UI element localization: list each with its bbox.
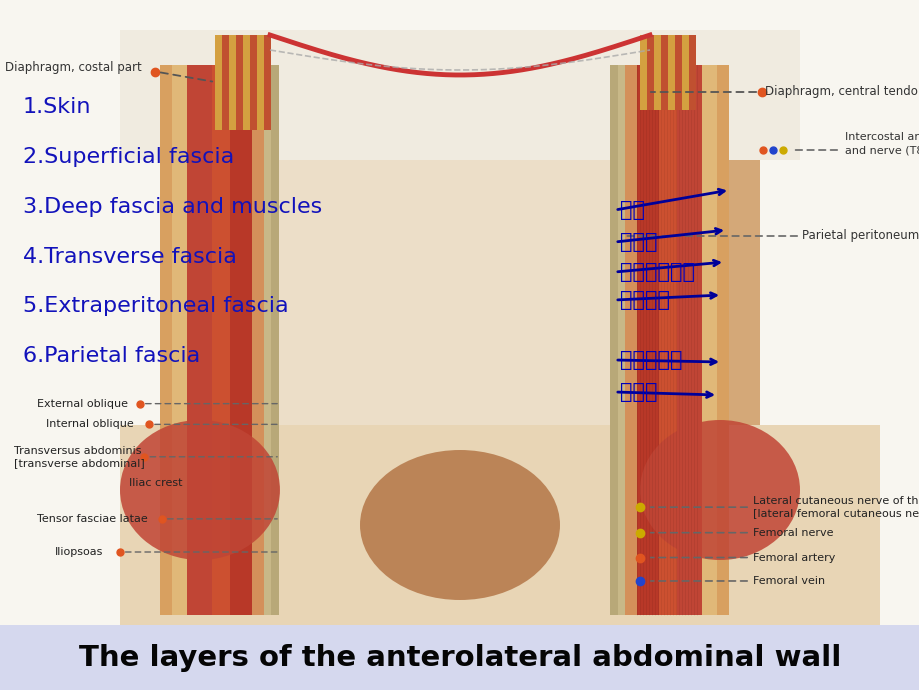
Bar bbox=[119, 425, 879, 625]
Text: 腹横筋膜: 腹横筋膜 bbox=[619, 290, 669, 310]
Text: 2.Superficial fascia: 2.Superficial fascia bbox=[23, 148, 234, 167]
Text: External oblique: External oblique bbox=[37, 399, 128, 408]
Text: Femoral nerve: Femoral nerve bbox=[752, 528, 833, 538]
Bar bbox=[618, 65, 624, 615]
Bar bbox=[660, 35, 667, 110]
Text: 壁腹膜: 壁腹膜 bbox=[619, 382, 657, 402]
Bar bbox=[221, 35, 229, 130]
Text: Femoral vein: Femoral vein bbox=[752, 576, 824, 586]
Bar bbox=[172, 65, 187, 615]
Ellipse shape bbox=[359, 450, 560, 600]
Bar bbox=[271, 65, 278, 615]
Bar bbox=[653, 35, 660, 110]
Text: 深筋膜和肌肉: 深筋膜和肌肉 bbox=[619, 262, 694, 282]
Bar bbox=[160, 65, 172, 615]
Bar bbox=[640, 35, 646, 110]
Text: Diaphragm, costal part: Diaphragm, costal part bbox=[5, 61, 142, 75]
Bar bbox=[278, 65, 609, 615]
Bar bbox=[236, 35, 243, 130]
Text: Femoral artery: Femoral artery bbox=[752, 553, 834, 562]
Text: 皮肤: 皮肤 bbox=[619, 200, 644, 220]
Bar bbox=[681, 35, 688, 110]
Ellipse shape bbox=[119, 420, 279, 560]
Text: Intercostal artery vein,
and nerve (T8): Intercostal artery vein, and nerve (T8) bbox=[844, 132, 919, 156]
Text: Parietal peritoneum: Parietal peritoneum bbox=[801, 230, 918, 242]
Text: 浅筋膜: 浅筋膜 bbox=[619, 232, 657, 252]
Text: 3.Deep fascia and muscles: 3.Deep fascia and muscles bbox=[23, 197, 322, 217]
Bar bbox=[264, 35, 271, 130]
Text: Diaphragm, central tendon: Diaphragm, central tendon bbox=[765, 86, 919, 99]
Text: Iliopsoas: Iliopsoas bbox=[55, 547, 104, 557]
Text: Tensor fasciae latae: Tensor fasciae latae bbox=[37, 514, 147, 524]
Bar bbox=[609, 65, 618, 615]
Bar bbox=[243, 35, 250, 130]
Text: Internal oblique: Internal oblique bbox=[46, 420, 133, 429]
Bar bbox=[624, 65, 636, 615]
Bar bbox=[609, 65, 759, 625]
Bar bbox=[119, 30, 800, 160]
Bar bbox=[701, 65, 716, 615]
Bar bbox=[676, 65, 701, 615]
Text: Lateral cutaneous nerve of thigh
[lateral femoral cutaneous nerve]: Lateral cutaneous nerve of thigh [latera… bbox=[752, 496, 919, 518]
Text: 4.Transverse fascia: 4.Transverse fascia bbox=[23, 247, 236, 266]
Bar bbox=[229, 35, 236, 130]
Bar bbox=[264, 65, 271, 615]
Text: Transversus abdominis
[transverse abdominal]: Transversus abdominis [transverse abdomi… bbox=[14, 446, 144, 468]
Bar bbox=[658, 65, 676, 615]
Bar bbox=[667, 35, 675, 110]
Text: 腹膜下筋膜: 腹膜下筋膜 bbox=[619, 350, 682, 370]
Bar bbox=[230, 65, 252, 615]
Bar bbox=[250, 35, 256, 130]
Bar bbox=[211, 65, 230, 615]
Text: 1.Skin: 1.Skin bbox=[23, 97, 91, 117]
Bar bbox=[252, 65, 264, 615]
Bar bbox=[688, 35, 696, 110]
Text: 6.Parietal fascia: 6.Parietal fascia bbox=[23, 346, 200, 366]
Bar bbox=[215, 35, 221, 130]
Bar bbox=[636, 65, 658, 615]
Text: 5.Extraperitoneal fascia: 5.Extraperitoneal fascia bbox=[23, 297, 289, 316]
Bar bbox=[0, 625, 919, 690]
Ellipse shape bbox=[640, 420, 800, 560]
Bar bbox=[256, 35, 264, 130]
Text: The layers of the anterolateral abdominal wall: The layers of the anterolateral abdomina… bbox=[79, 644, 840, 672]
Bar bbox=[646, 35, 653, 110]
Text: Iliac crest: Iliac crest bbox=[129, 478, 182, 488]
Bar bbox=[716, 65, 728, 615]
Bar bbox=[187, 65, 211, 615]
Bar bbox=[675, 35, 681, 110]
